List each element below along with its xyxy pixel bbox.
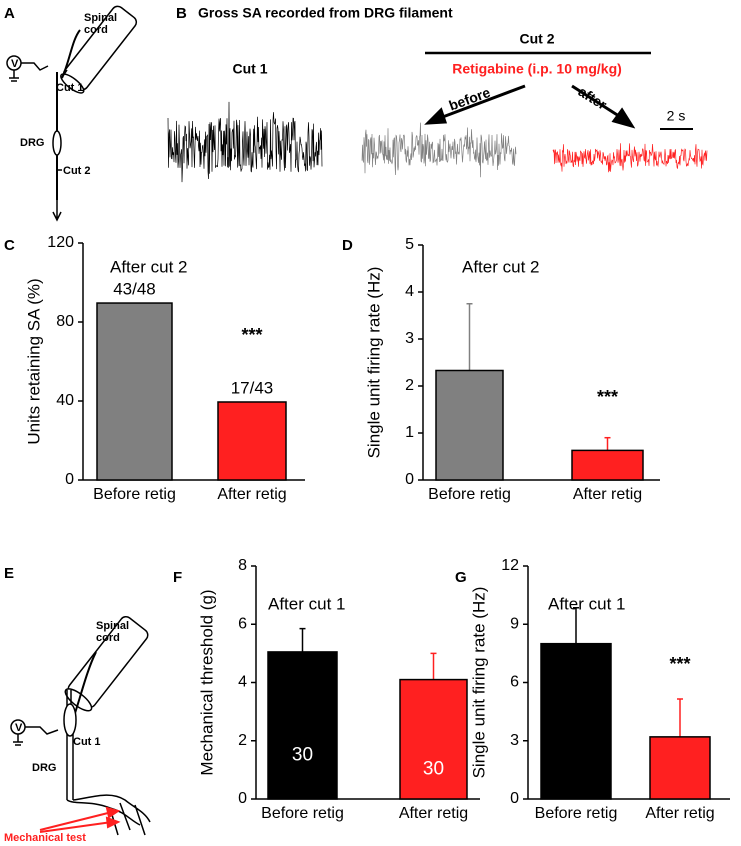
voltmeter-label: V <box>11 58 19 70</box>
bar <box>218 402 286 480</box>
bar-label: 17/43 <box>231 378 274 397</box>
trace-label: Cut 1 <box>233 61 268 77</box>
y-tick-label: 0 <box>510 790 519 807</box>
cut-label: Cut 1 <box>56 82 84 94</box>
panel-label: D <box>342 237 353 254</box>
diagram-e <box>11 614 150 835</box>
y-tick-label: 9 <box>510 615 519 632</box>
bar <box>268 652 337 799</box>
y-tick-label: 3 <box>510 732 519 749</box>
spinal-cord-label: cord <box>96 632 120 644</box>
bar <box>541 644 611 799</box>
panel-label: C <box>4 237 15 254</box>
significance: *** <box>597 387 618 407</box>
y-tick-label: 2 <box>238 732 247 749</box>
bar <box>400 680 467 799</box>
annotation: After cut 1 <box>268 594 345 613</box>
y-tick-label: 120 <box>47 234 74 251</box>
y-tick-label: 5 <box>405 236 414 253</box>
y-tick-label: 0 <box>65 471 74 488</box>
cut-label: Cut 1 <box>73 736 101 748</box>
test-label: Mechanical test <box>4 832 86 844</box>
panel-label: F <box>173 569 182 586</box>
significance: *** <box>669 654 690 674</box>
bar-label: 43/48 <box>113 280 156 299</box>
spinal-cord-label: Spinal <box>84 12 117 24</box>
annotation: After cut 1 <box>548 594 625 613</box>
panel-label: B <box>176 5 187 22</box>
y-tick-label: 6 <box>238 615 247 632</box>
bar <box>436 370 503 480</box>
x-tick-label: Before retig <box>93 486 176 503</box>
panel-title: Gross SA recorded from DRG filament <box>198 5 453 21</box>
trace <box>553 143 707 172</box>
bar <box>572 450 643 480</box>
x-tick-label: After retig <box>399 805 468 822</box>
trace <box>362 123 516 178</box>
trace-label: Cut 2 <box>520 31 555 47</box>
panel-label: G <box>455 569 467 586</box>
panel-label: A <box>4 5 15 22</box>
scale-label: 2 s <box>667 108 686 124</box>
y-tick-label: 4 <box>238 674 247 691</box>
y-tick-label: 1 <box>405 424 414 441</box>
test-arrows <box>40 808 118 832</box>
arrow-label: before <box>447 84 493 114</box>
y-tick-label: 0 <box>238 790 247 807</box>
y-tick-label: 0 <box>405 471 414 488</box>
y-tick-label: 8 <box>238 557 247 574</box>
x-tick-label: After retig <box>573 486 642 503</box>
x-tick-label: Before retig <box>261 805 344 822</box>
drg-label: DRG <box>20 137 44 149</box>
voltmeter-label: V <box>15 722 23 734</box>
x-tick-label: After retig <box>217 486 286 503</box>
drg-label: DRG <box>32 762 56 774</box>
y-axis-title: Mechanical threshold (g) <box>197 589 216 775</box>
spinal-cord-label: cord <box>84 24 108 36</box>
n-label: 30 <box>423 758 444 779</box>
significance: *** <box>241 325 262 345</box>
y-tick-label: 2 <box>405 377 414 394</box>
x-tick-label: Before retig <box>535 805 618 822</box>
y-axis-title: Units retaining SA (%) <box>24 278 43 444</box>
y-axis-title: Single unit firing rate (Hz) <box>364 267 383 459</box>
panel-label: E <box>4 565 14 582</box>
annotation: After cut 2 <box>110 257 187 276</box>
annotation: After cut 2 <box>462 257 539 276</box>
y-axis-title: Single unit firing rate (Hz) <box>469 587 488 779</box>
bar <box>97 303 172 480</box>
y-tick-label: 6 <box>510 674 519 691</box>
trace <box>168 102 322 182</box>
cut-label: Cut 2 <box>63 165 91 177</box>
y-tick-label: 3 <box>405 330 414 347</box>
diagram-a <box>7 4 139 220</box>
bar <box>650 737 710 799</box>
x-tick-label: After retig <box>645 805 714 822</box>
y-tick-label: 80 <box>56 313 74 330</box>
x-tick-label: Before retig <box>428 486 511 503</box>
n-label: 30 <box>292 744 313 765</box>
y-tick-label: 12 <box>501 557 519 574</box>
y-tick-label: 40 <box>56 392 74 409</box>
drug-label: Retigabine (i.p. 10 mg/kg) <box>452 61 622 77</box>
y-tick-label: 4 <box>405 283 414 300</box>
spinal-cord-label: Spinal <box>96 620 129 632</box>
